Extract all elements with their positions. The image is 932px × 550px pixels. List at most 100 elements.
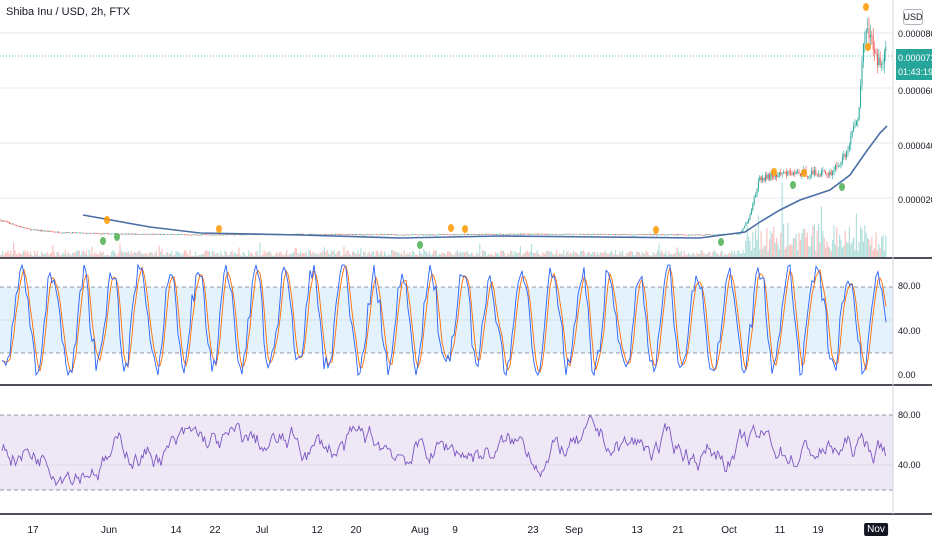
candle-body: [112, 233, 114, 235]
volume-bar: [15, 253, 17, 257]
candle-body: [81, 232, 83, 234]
volume-bar: [759, 249, 761, 257]
volume-bar: [375, 250, 377, 257]
candle-body: [672, 234, 674, 235]
candle-body: [503, 233, 505, 235]
candle-body: [874, 49, 876, 53]
candle-body: [227, 234, 229, 236]
volume-bar: [314, 253, 316, 257]
candle-body: [808, 176, 810, 178]
candle-body: [353, 234, 355, 235]
volume-bar: [139, 250, 141, 257]
volume-bar: [437, 255, 439, 257]
volume-bar: [307, 255, 309, 257]
volume-bar: [249, 253, 251, 257]
candle-body: [844, 154, 846, 158]
volume-bar: [11, 254, 13, 257]
volume-bar: [811, 235, 813, 257]
candle-body: [15, 225, 17, 226]
candle-body: [655, 234, 657, 236]
candle-body: [300, 233, 302, 235]
volume-bar: [496, 253, 498, 257]
candle-body: [834, 165, 836, 170]
candle-body: [869, 35, 871, 38]
volume-bar: [582, 250, 584, 257]
volume-bar: [231, 250, 233, 257]
candle-body: [127, 233, 129, 235]
candle-body: [85, 232, 87, 234]
time-axis-label: 21: [672, 525, 684, 536]
volume-bar: [431, 254, 433, 257]
candle-body: [531, 233, 533, 235]
volume-bar: [829, 247, 831, 257]
stochastic-pane[interactable]: [0, 263, 893, 377]
volume-bar: [66, 254, 68, 257]
volume-bar: [172, 255, 174, 257]
volume-bar: [206, 250, 208, 257]
volume-bar: [794, 238, 796, 257]
volume-bar: [510, 250, 512, 257]
volume-bar: [469, 254, 471, 257]
volume-bar: [657, 250, 659, 257]
volume-bar: [302, 252, 304, 257]
pane-separators[interactable]: [0, 257, 932, 515]
volume-bar: [738, 250, 740, 257]
volume-bar: [577, 253, 579, 257]
candle-body: [462, 234, 464, 235]
volume-bar: [368, 251, 370, 257]
candlesticks[interactable]: [0, 16, 887, 236]
volume-bar: [182, 253, 184, 257]
volume-bar: [319, 251, 321, 257]
volume-bar: [55, 255, 57, 257]
volume-bar: [553, 255, 555, 257]
volume-bar: [203, 253, 205, 257]
volume-bar: [543, 253, 545, 257]
candle-body: [31, 229, 33, 231]
volume-bar: [151, 252, 153, 257]
volume-bar: [342, 255, 344, 257]
volume-bar: [708, 251, 710, 257]
currency-button[interactable]: USD: [903, 9, 923, 25]
volume-bar: [409, 252, 411, 257]
volume-bar: [116, 255, 118, 257]
volume-bar: [459, 250, 461, 257]
candle-body: [358, 234, 360, 235]
volume-bar: [32, 255, 34, 257]
candle-body: [567, 233, 569, 235]
candle-body: [554, 233, 556, 235]
symbol-title[interactable]: Shiba Inu / USD, 2h, FTX: [6, 6, 131, 18]
volume-bar: [17, 254, 19, 257]
candle-body: [151, 234, 153, 235]
candle-body: [601, 234, 603, 235]
volume-bar: [265, 252, 267, 257]
volume-bar: [511, 250, 513, 257]
candle-body: [155, 234, 157, 235]
candle-body: [518, 234, 520, 235]
rsi-pane[interactable]: [0, 414, 893, 491]
volume-bar: [584, 252, 586, 257]
candle-body: [479, 234, 481, 235]
candle-body: [69, 232, 71, 234]
candle-body: [486, 234, 488, 235]
candle-body: [42, 230, 44, 232]
candle-body: [105, 233, 107, 234]
candle-body: [454, 234, 456, 236]
candle-body: [209, 234, 211, 236]
volume-bar: [221, 254, 223, 257]
candle-body: [480, 234, 482, 235]
volume-bar: [69, 253, 71, 257]
candle-body: [505, 234, 507, 235]
volume-bar: [819, 242, 821, 257]
candle-body: [122, 233, 124, 235]
volume-bar: [633, 254, 635, 257]
candle-body: [755, 194, 757, 198]
candle-body: [784, 172, 786, 173]
candle-body: [410, 234, 412, 236]
volume-bar: [742, 250, 744, 257]
volume-bar: [686, 255, 688, 257]
candle-body: [489, 233, 491, 235]
candle-body: [221, 234, 223, 236]
candle-body: [224, 234, 226, 236]
